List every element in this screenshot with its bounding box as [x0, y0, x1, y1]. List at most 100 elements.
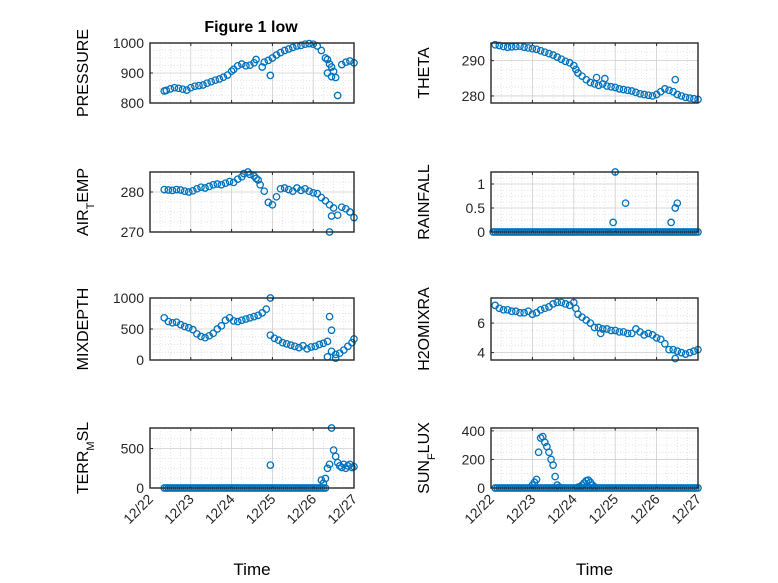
data-point [180, 187, 189, 196]
data-point [623, 329, 632, 338]
data-point [325, 460, 334, 469]
data-point [545, 49, 553, 58]
data-point [549, 461, 557, 469]
data-point [557, 55, 566, 64]
data-point [166, 85, 175, 93]
data-point [203, 79, 211, 88]
data-point [288, 43, 297, 52]
minor-grid [150, 428, 354, 488]
y-axis-label: H2OMIXRA [416, 287, 433, 371]
data-point [284, 45, 293, 53]
y-tick-label: 200 [462, 451, 486, 467]
data-point [598, 325, 607, 333]
outlier-point [671, 354, 680, 363]
data-point [665, 345, 673, 354]
data-point [623, 86, 632, 95]
data-point [233, 317, 242, 326]
data-point [503, 305, 512, 314]
y-axis-label-rest: SL [75, 422, 92, 442]
data-point [215, 75, 224, 83]
data-point [627, 329, 636, 338]
data-point [219, 73, 228, 82]
data-point [293, 184, 301, 192]
y-axis-label: RAINFALL [416, 164, 433, 240]
data-point [197, 183, 205, 192]
y-tick-label: 4 [477, 345, 485, 361]
data-point [256, 180, 265, 189]
data-point [615, 85, 624, 93]
data-point [673, 90, 682, 99]
data-point [532, 475, 541, 484]
data-point [611, 326, 620, 335]
data-point [661, 339, 669, 348]
data-point [229, 317, 238, 325]
data-point [209, 329, 218, 338]
data-point [627, 87, 636, 95]
data-point [188, 325, 197, 334]
y-axis-label-rest: LUX [416, 422, 433, 453]
data-point [233, 61, 242, 70]
data-point [301, 184, 309, 193]
data-point [276, 184, 285, 193]
data-point [534, 448, 543, 457]
data-point [317, 46, 326, 55]
data-point [569, 61, 578, 70]
series-points [491, 298, 702, 363]
axes-box [149, 171, 355, 233]
y-tick-label: 0 [477, 480, 485, 496]
y-axis-label-main: AIR [75, 209, 92, 236]
y-axis-label-main: MIXDEPTH [75, 288, 92, 371]
subplot-6: 4 6 H2OMIXRA [416, 287, 702, 371]
y-axis-label: PRESSURE [75, 29, 92, 117]
data-point [246, 313, 254, 322]
x-tick-label: 12/26 [283, 491, 319, 527]
data-point [270, 334, 279, 343]
subplot-4: 0 0.5 1 RAINFALL [416, 164, 702, 240]
data-point [632, 88, 640, 97]
data-point [268, 200, 277, 209]
y-axis-label: MIXDEPTH [75, 288, 92, 371]
data-point [297, 186, 305, 195]
data-point [307, 343, 316, 351]
data-point [321, 474, 330, 483]
data-point [507, 307, 516, 316]
data-point [168, 318, 177, 327]
outlier-point [327, 212, 336, 220]
data-point [217, 322, 226, 330]
data-point [207, 77, 216, 86]
data-point [260, 58, 269, 67]
data-point [333, 211, 342, 220]
data-point [495, 41, 504, 50]
series-points [160, 294, 358, 362]
subplot-7: 0 500 TERRMSL 12/22 12/23 12/24 12/25 12/26 12/2… [75, 422, 360, 579]
y-axis-label-sub: T [85, 202, 97, 209]
data-point [160, 313, 169, 322]
data-point [211, 76, 220, 85]
x-tick-label: 12/22 [120, 491, 156, 527]
data-point [237, 316, 246, 325]
data-point [685, 348, 694, 357]
data-point [309, 188, 318, 197]
data-point [319, 479, 328, 488]
y-tick-label: 0 [136, 480, 144, 496]
data-point [561, 300, 570, 308]
data-point [221, 179, 230, 188]
y-axis-label: AIRTEMP [75, 168, 97, 236]
data-point [280, 184, 289, 192]
data-point [661, 85, 669, 93]
data-point [511, 307, 520, 316]
data-point [644, 91, 653, 100]
data-point [495, 304, 504, 313]
data-point [536, 305, 545, 314]
data-point [640, 331, 649, 339]
y-tick-label: 400 [462, 423, 486, 439]
data-point [333, 91, 342, 100]
data-point [172, 185, 181, 194]
data-point [260, 187, 269, 196]
y-axis-label-main: RAINFALL [416, 164, 433, 240]
data-point [315, 340, 324, 349]
y-tick-label: 900 [121, 65, 145, 81]
y-tick-label: 500 [121, 321, 145, 337]
data-point [233, 175, 242, 184]
data-point [551, 472, 560, 481]
